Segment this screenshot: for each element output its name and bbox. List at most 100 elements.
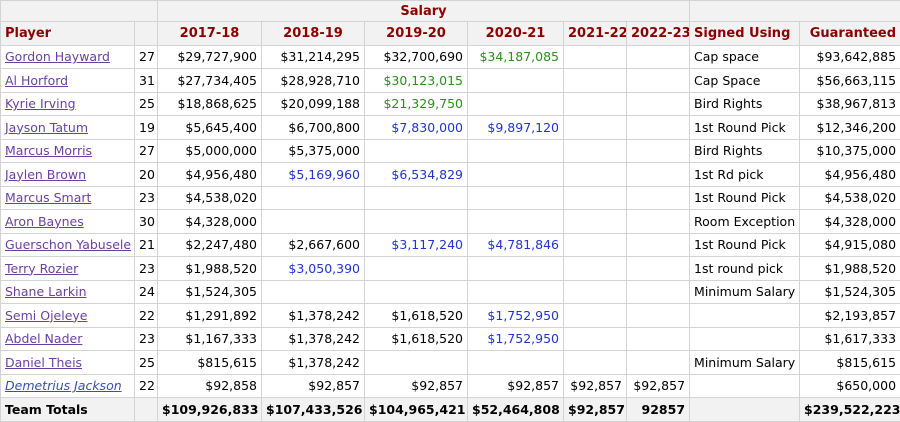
col-2018-19[interactable]: 2018-19 [262,22,365,46]
totals-2018-19: $107,433,526 [262,398,365,422]
guaranteed-cell: $2,193,857 [800,304,900,328]
salary-2020-21 [468,280,564,304]
col-2021-22[interactable]: 2021-22 [564,22,627,46]
salary-2017-18: $4,328,000 [158,210,262,234]
player-link[interactable]: Daniel Theis [5,355,82,370]
col-signed-using[interactable]: Signed Using [690,22,800,46]
age-cell: 24 [135,280,158,304]
signed-using-cell: 1st Round Pick [690,116,800,140]
col-guaranteed[interactable]: Guaranteed [800,22,900,46]
salary-2022-23 [627,45,690,69]
salary-2021-22 [564,92,627,116]
salary-2019-20: $30,123,015 [365,69,468,93]
salary-2020-21 [468,257,564,281]
salary-2020-21: $92,857 [468,374,564,398]
guaranteed-cell: $4,915,080 [800,233,900,257]
player-link[interactable]: Demetrius Jackson [5,378,122,393]
guaranteed-cell: $4,328,000 [800,210,900,234]
age-cell: 22 [135,374,158,398]
salary-2017-18: $1,167,333 [158,327,262,351]
totals-2021-22: $92,857 [564,398,627,422]
guaranteed-cell: $38,967,813 [800,92,900,116]
totals-2022-23: 92857 [627,398,690,422]
salary-2019-20 [365,351,468,375]
player-link[interactable]: Shane Larkin [5,284,87,299]
player-link[interactable]: Al Horford [5,73,68,88]
salary-2018-19: $31,214,295 [262,45,365,69]
player-link[interactable]: Abdel Nader [5,331,82,346]
col-2022-23[interactable]: 2022-23 [627,22,690,46]
player-cell: Daniel Theis [1,351,135,375]
player-cell: Marcus Morris [1,139,135,163]
age-cell: 21 [135,233,158,257]
age-cell: 27 [135,139,158,163]
salary-2021-22 [564,69,627,93]
salary-2022-23 [627,233,690,257]
salary-2022-23 [627,116,690,140]
salary-2021-22 [564,45,627,69]
player-link[interactable]: Kyrie Irving [5,96,76,111]
player-link[interactable]: Jaylen Brown [5,167,86,182]
player-link[interactable]: Jayson Tatum [5,120,88,135]
col-2017-18[interactable]: 2017-18 [158,22,262,46]
salary-2021-22 [564,116,627,140]
salary-2018-19: $28,928,710 [262,69,365,93]
salary-2017-18: $5,645,400 [158,116,262,140]
column-header-row: Player 2017-18 2018-19 2019-20 2020-21 2… [1,22,900,46]
signed-using-cell [690,304,800,328]
totals-2020-21: $52,464,808 [468,398,564,422]
salary-2021-22 [564,233,627,257]
salary-2021-22: $92,857 [564,374,627,398]
totals-signed [690,398,800,422]
salary-2019-20: $92,857 [365,374,468,398]
col-age[interactable] [135,22,158,46]
col-2020-21[interactable]: 2020-21 [468,22,564,46]
salary-2018-19: $2,667,600 [262,233,365,257]
guaranteed-cell: $10,375,000 [800,139,900,163]
salary-2020-21 [468,186,564,210]
salary-2022-23 [627,163,690,187]
col-player[interactable]: Player [1,22,135,46]
player-link[interactable]: Aron Baynes [5,214,84,229]
player-link[interactable]: Semi Ojeleye [5,308,88,323]
salary-2018-19: $5,375,000 [262,139,365,163]
salary-2021-22 [564,186,627,210]
salary-2017-18: $815,615 [158,351,262,375]
player-cell: Semi Ojeleye [1,304,135,328]
salary-2019-20 [365,257,468,281]
age-cell: 22 [135,304,158,328]
player-cell: Jaylen Brown [1,163,135,187]
player-link[interactable]: Marcus Morris [5,143,92,158]
salary-2022-23 [627,280,690,304]
salary-2018-19: $1,378,242 [262,327,365,351]
salary-2017-18: $18,868,625 [158,92,262,116]
player-link[interactable]: Terry Rozier [5,261,78,276]
totals-label: Team Totals [1,398,135,422]
salary-2020-21 [468,163,564,187]
col-2019-20[interactable]: 2019-20 [365,22,468,46]
salary-2019-20: $1,618,520 [365,304,468,328]
salary-2017-18: $4,956,480 [158,163,262,187]
player-link[interactable]: Guerschon Yabusele [5,237,131,252]
guaranteed-cell: $56,663,115 [800,69,900,93]
salary-2022-23 [627,351,690,375]
player-link[interactable]: Gordon Hayward [5,49,110,64]
signed-using-cell: Room Exception [690,210,800,234]
player-link[interactable]: Marcus Smart [5,190,91,205]
salary-2019-20: $1,618,520 [365,327,468,351]
blank-header-cell [1,1,158,22]
salary-2018-19: $20,099,188 [262,92,365,116]
salary-2021-22 [564,139,627,163]
player-cell: Al Horford [1,69,135,93]
salary-2017-18: $27,734,405 [158,69,262,93]
guaranteed-cell: $4,538,020 [800,186,900,210]
